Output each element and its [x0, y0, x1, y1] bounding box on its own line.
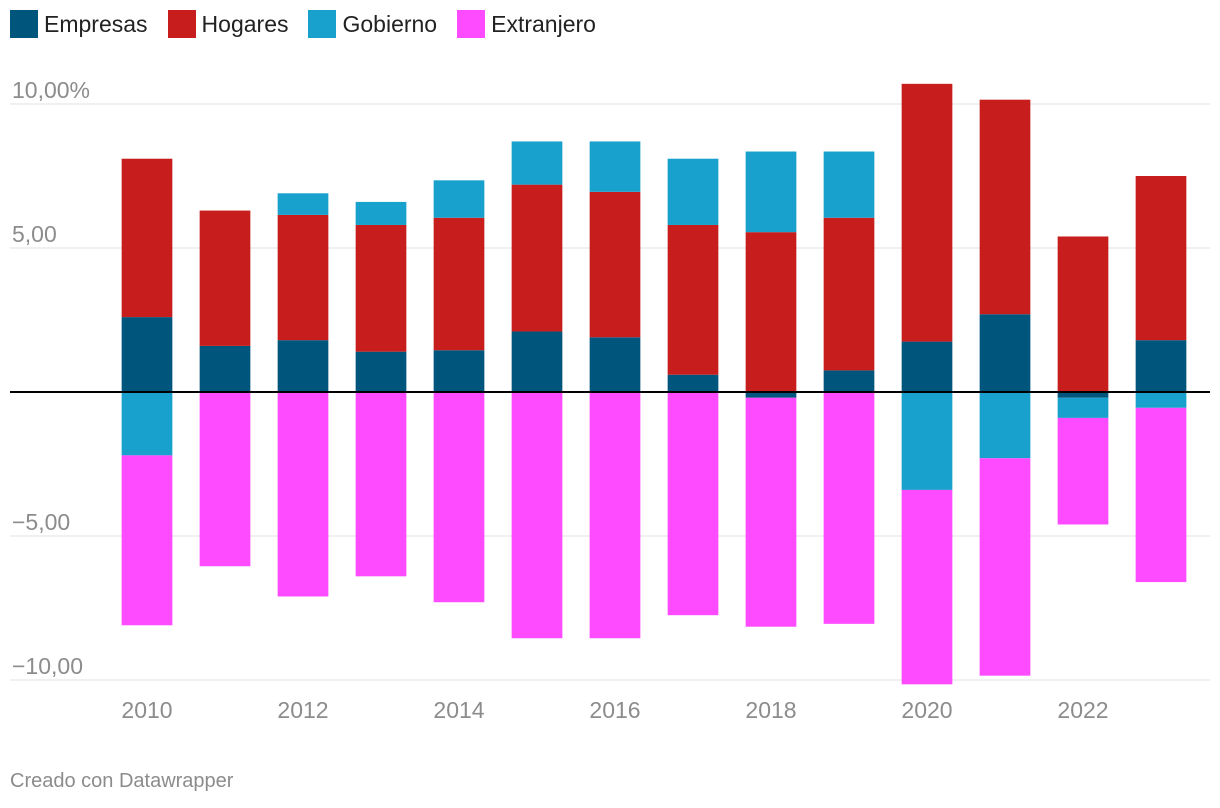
- bar-hogares-2020[interactable]: [901, 83, 953, 342]
- bar-gobierno-2020[interactable]: [901, 392, 953, 490]
- bar-gobierno-2015[interactable]: [511, 141, 563, 185]
- x-tick-label-2014: 2014: [433, 697, 484, 723]
- bar-gobierno-2021[interactable]: [979, 392, 1031, 459]
- legend-swatch-gobierno: [308, 10, 337, 38]
- x-tick-label-2010: 2010: [121, 697, 172, 723]
- stacked-bar-chart: 10,00% 5,00 −5,00 −10,00 2010 2012 2014 2016 201…: [10, 77, 1210, 723]
- bar-extranjero-2016[interactable]: [589, 392, 641, 639]
- y-tick-label-4: −10,00: [12, 653, 83, 679]
- bar-hogares-2022[interactable]: [1057, 236, 1109, 392]
- bar-empresas-2018[interactable]: [745, 392, 797, 398]
- x-tick-label-2022: 2022: [1057, 697, 1108, 723]
- bar-empresas-2013[interactable]: [355, 351, 407, 392]
- bar-extranjero-2013[interactable]: [355, 392, 407, 577]
- bar-extranjero-2023[interactable]: [1135, 407, 1187, 583]
- bar-gobierno-2023[interactable]: [1135, 392, 1187, 408]
- bar-extranjero-2011[interactable]: [199, 392, 251, 567]
- bar-extranjero-2022[interactable]: [1057, 417, 1109, 525]
- bar-empresas-2011[interactable]: [199, 345, 251, 392]
- legend-item-empresas[interactable]: Empresas: [10, 10, 148, 38]
- bar-hogares-2011[interactable]: [199, 210, 251, 346]
- bar-hogares-2018[interactable]: [745, 232, 797, 392]
- bar-empresas-2012[interactable]: [277, 340, 329, 392]
- legend-label-gobierno: Gobierno: [342, 10, 438, 37]
- bar-hogares-2013[interactable]: [355, 224, 407, 352]
- bar-empresas-2022[interactable]: [1057, 392, 1109, 398]
- bar-empresas-2015[interactable]: [511, 331, 563, 392]
- bar-gobierno-2016[interactable]: [589, 141, 641, 192]
- bar-extranjero-2021[interactable]: [979, 458, 1031, 676]
- bar-hogares-2023[interactable]: [1135, 176, 1187, 341]
- legend-swatch-empresas: [10, 10, 38, 38]
- bar-hogares-2010[interactable]: [121, 158, 173, 318]
- bar-empresas-2017[interactable]: [667, 374, 719, 392]
- bar-gobierno-2012[interactable]: [277, 193, 329, 215]
- bar-extranjero-2019[interactable]: [823, 392, 875, 624]
- bar-empresas-2010[interactable]: [121, 317, 173, 392]
- y-tick-label-3: −5,00: [12, 509, 70, 535]
- bar-extranjero-2012[interactable]: [277, 392, 329, 597]
- bar-hogares-2017[interactable]: [667, 224, 719, 375]
- bar-empresas-2019[interactable]: [823, 370, 875, 392]
- bar-gobierno-2010[interactable]: [121, 392, 173, 456]
- bar-gobierno-2022[interactable]: [1057, 397, 1109, 418]
- x-tick-label-2020: 2020: [901, 697, 952, 723]
- bar-extranjero-2020[interactable]: [901, 489, 953, 685]
- legend-label-empresas: Empresas: [44, 10, 148, 37]
- bar-gobierno-2017[interactable]: [667, 158, 719, 225]
- bar-extranjero-2018[interactable]: [745, 397, 797, 627]
- bar-hogares-2016[interactable]: [589, 191, 641, 338]
- bar-empresas-2016[interactable]: [589, 337, 641, 392]
- bar-extranjero-2017[interactable]: [667, 392, 719, 616]
- footer-credit: Creado con Datawrapper: [10, 770, 234, 792]
- legend-item-gobierno[interactable]: Gobierno: [308, 10, 437, 38]
- legend-swatch-extranjero: [457, 10, 486, 38]
- bar-gobierno-2018[interactable]: [745, 151, 797, 233]
- bar-extranjero-2014[interactable]: [433, 392, 485, 603]
- bar-extranjero-2010[interactable]: [121, 455, 173, 626]
- bar-empresas-2020[interactable]: [901, 341, 953, 392]
- bar-extranjero-2015[interactable]: [511, 392, 563, 639]
- bar-empresas-2023[interactable]: [1135, 340, 1187, 392]
- bar-hogares-2021[interactable]: [979, 99, 1031, 315]
- bar-hogares-2014[interactable]: [433, 217, 485, 351]
- x-tick-label-2012: 2012: [277, 697, 328, 723]
- bar-hogares-2015[interactable]: [511, 184, 563, 332]
- bar-empresas-2021[interactable]: [979, 314, 1031, 392]
- bar-empresas-2014[interactable]: [433, 350, 485, 392]
- y-tick-label-1: 5,00: [12, 221, 57, 247]
- bar-hogares-2019[interactable]: [823, 217, 875, 371]
- x-tick-label-2018: 2018: [745, 697, 796, 723]
- legend-item-hogares[interactable]: Hogares: [167, 10, 289, 38]
- legend: Empresas Hogares Gobierno Extranjero: [10, 10, 616, 38]
- legend-label-extranjero: Extranjero: [491, 10, 596, 37]
- legend-item-extranjero[interactable]: Extranjero: [457, 10, 596, 38]
- bar-hogares-2012[interactable]: [277, 214, 329, 341]
- y-tick-label-0: 10,00%: [12, 77, 90, 103]
- legend-swatch-hogares: [167, 10, 196, 38]
- legend-label-hogares: Hogares: [201, 10, 289, 37]
- x-tick-label-2016: 2016: [589, 697, 640, 723]
- bar-gobierno-2014[interactable]: [433, 180, 485, 218]
- bar-gobierno-2013[interactable]: [355, 201, 407, 225]
- bar-gobierno-2019[interactable]: [823, 151, 875, 218]
